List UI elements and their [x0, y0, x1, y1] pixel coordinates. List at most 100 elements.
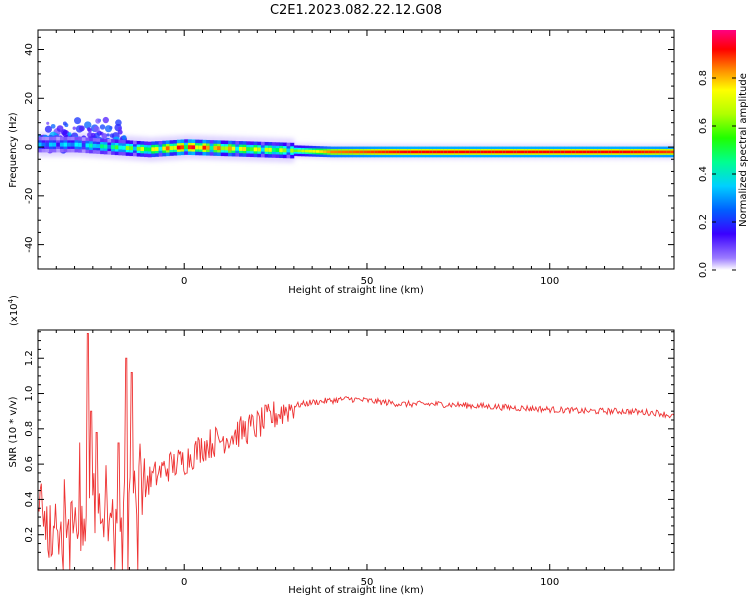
ridge-cell: [586, 150, 591, 154]
ridge-cell: [304, 149, 309, 153]
ridge-cell: [260, 147, 266, 152]
ridge-cell: [494, 150, 499, 154]
scatter-point: [118, 126, 122, 131]
ridge-cell: [89, 143, 94, 148]
ridge-cell: [655, 150, 660, 154]
ridge-cell: [491, 150, 496, 154]
ridge-cell: [158, 146, 163, 151]
ridge-cell: [666, 150, 671, 154]
ridge-cell: [103, 144, 108, 149]
ridge-cell: [403, 150, 408, 154]
ridge-cell: [498, 150, 503, 154]
ridge-cell: [399, 150, 404, 154]
ridge-cell: [659, 150, 664, 154]
ridge-cell: [334, 150, 339, 154]
ridge-cell: [546, 150, 551, 154]
ridge-cell: [630, 150, 635, 154]
ridge-cell: [326, 150, 331, 154]
ridge-cell: [458, 150, 463, 154]
scatter-point: [106, 133, 110, 137]
ridge-cell: [52, 142, 57, 147]
y-tick-label: 0.6: [24, 456, 35, 472]
ridge-cell: [622, 150, 627, 154]
ridge-cell: [63, 142, 68, 147]
ridge-cell: [476, 150, 481, 154]
ridge-cell: [363, 150, 368, 154]
ridge-cell: [366, 150, 372, 154]
scatter-point: [72, 126, 77, 130]
ridge-cell: [597, 150, 602, 154]
ridge-cell: [59, 142, 64, 147]
ridge-cell: [571, 150, 576, 154]
ridge-cell: [578, 150, 584, 154]
ridge-cell: [615, 150, 620, 154]
scatter-point: [102, 116, 109, 124]
ridge-cell: [582, 150, 587, 154]
ridge-cell: [48, 142, 54, 147]
ridge-cell: [231, 146, 236, 151]
ridge-cell: [670, 150, 674, 154]
ridge-cell: [637, 150, 642, 154]
ridge-cell: [290, 148, 295, 153]
ridge-cell: [505, 150, 510, 154]
top-y-axis-label: Frequency (Hz): [8, 112, 19, 188]
ridge-cell: [239, 146, 244, 151]
snr-line: [38, 333, 674, 570]
scatter-point: [101, 133, 108, 139]
scatter-point: [91, 132, 96, 138]
ridge-cell: [348, 150, 353, 154]
chart-title: C2E1.2023.082.22.12.G08: [270, 3, 442, 18]
ridge-cell: [527, 150, 532, 154]
ridge-cell: [608, 150, 613, 154]
scatter-point: [46, 121, 50, 125]
ridge-cell: [114, 145, 119, 150]
ridge-cell: [370, 150, 375, 154]
ridge-cell: [96, 144, 101, 149]
colorbar-ticks: 0.0 0.2 0.4 0.6 0.8: [698, 70, 736, 278]
scatter-point: [86, 127, 91, 132]
ridge-cell: [626, 150, 631, 154]
scatter-point: [67, 132, 72, 137]
ridge-cell: [418, 150, 423, 154]
ridge-cell: [235, 146, 240, 151]
ridge-cell: [107, 144, 112, 149]
ridge-cell: [502, 150, 507, 154]
ridge-cell: [345, 150, 350, 154]
scatter-point: [78, 125, 85, 132]
top-plot-frame: [37, 29, 675, 270]
ridge-cell: [78, 142, 83, 147]
ridge-cell: [553, 150, 558, 154]
colorbar-tick-label: 0.2: [698, 214, 709, 230]
ridge-cell: [242, 147, 247, 151]
ridge-cell: [162, 146, 167, 151]
scatter-point: [44, 125, 52, 133]
ridge-cell: [575, 150, 580, 154]
scatter-point: [84, 121, 92, 129]
y-tick-label: 0.2: [24, 527, 35, 543]
scatter-point: [109, 133, 115, 138]
ridge-core: [38, 136, 674, 159]
ridge-cell: [381, 150, 386, 154]
ridge-cell: [220, 146, 225, 151]
ridge-cell: [264, 147, 269, 152]
bottom-plot-frame: [37, 329, 675, 571]
ridge-cell: [341, 150, 346, 154]
ridge-cell: [191, 145, 196, 150]
ridge-cell: [535, 150, 540, 154]
ridge-cell: [176, 145, 181, 150]
ridge-cell: [560, 150, 565, 154]
ridge-cell: [253, 147, 258, 152]
ridge-cell: [67, 142, 72, 147]
ridge-cell: [173, 145, 178, 150]
scatter-point: [95, 118, 101, 124]
x-tick-label: 50: [361, 577, 374, 588]
ridge-cell: [513, 150, 518, 154]
top-axes: 0 50 100 -40 -20 0 20 40: [24, 30, 674, 287]
ridge-cell: [483, 150, 488, 154]
ridge-cell: [74, 142, 79, 147]
ridge-cell: [462, 150, 467, 154]
ridge-cell: [246, 147, 251, 152]
ridge-cell: [140, 147, 145, 151]
ridge-cell: [213, 146, 218, 150]
